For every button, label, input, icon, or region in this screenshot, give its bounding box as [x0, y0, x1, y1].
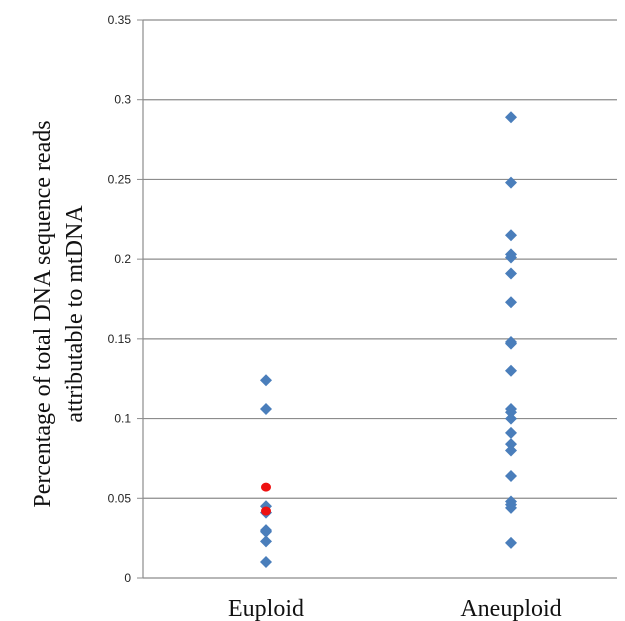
- y-tick-label: 0.15: [108, 332, 132, 346]
- y-tick-label: 0.35: [108, 13, 132, 27]
- x-category-label: Euploid: [228, 596, 304, 621]
- y-tick-label: 0.05: [108, 491, 132, 505]
- data-point-diamond: [505, 501, 517, 514]
- data-point-diamond: [505, 176, 517, 189]
- data-point-diamond: [505, 469, 517, 482]
- data-point-diamond: [505, 337, 517, 350]
- data-point-diamond: [260, 374, 272, 387]
- y-tick-labels: 0 0.05 0.1 0.15 0.2 0.25 0.3 0.35: [108, 13, 143, 585]
- data-point-diamond: [505, 229, 517, 242]
- y-axis-label-line: Percentage of total DNA sequence reads: [30, 120, 56, 507]
- data-point-circle: [261, 482, 271, 492]
- data-point-diamond: [505, 438, 517, 451]
- data-point-diamond: [505, 364, 517, 377]
- y-tick-label: 0.2: [114, 252, 131, 266]
- data-point-diamond: [505, 296, 517, 309]
- x-category-label: Aneuploid: [460, 596, 561, 621]
- gridlines: [143, 19, 617, 499]
- data-point-diamond: [505, 444, 517, 457]
- data-point-diamond: [505, 111, 517, 124]
- data-point-diamond: [505, 406, 517, 419]
- y-axis-label-line: attributable to mtDNA: [62, 205, 88, 423]
- data-point-diamond: [260, 403, 272, 416]
- data-point-diamond: [505, 412, 517, 425]
- data-point-diamond: [260, 525, 272, 538]
- data-point-diamond: [260, 535, 272, 548]
- y-tick-label: 0.25: [108, 172, 132, 186]
- y-tick-label: 0.3: [114, 93, 131, 107]
- y-tick-label: 0.1: [114, 412, 131, 426]
- data-points: [260, 111, 517, 569]
- data-point-diamond: [505, 426, 517, 439]
- data-point-diamond: [505, 536, 517, 549]
- y-tick-label: 0: [124, 571, 131, 585]
- y-axis-label: Percentage of total DNA sequence reads at…: [30, 120, 88, 507]
- data-point-diamond: [505, 251, 517, 264]
- data-point-circle: [261, 506, 271, 516]
- axes: [142, 20, 617, 579]
- data-point-diamond: [505, 267, 517, 280]
- data-point-diamond: [260, 556, 272, 569]
- x-category-labels: Euploid Aneuploid: [228, 596, 562, 621]
